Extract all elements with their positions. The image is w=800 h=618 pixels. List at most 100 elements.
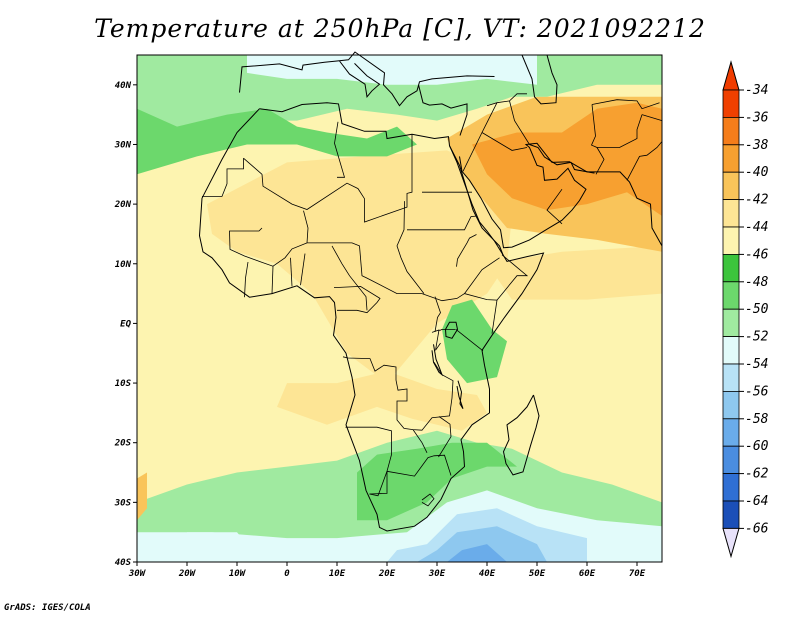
arabia-coastline [459,142,663,249]
temperature-field [137,55,662,562]
country-border-30 [590,104,605,175]
field-46-south [357,442,517,521]
madagascar-coastline [502,394,540,476]
field-46-east [442,299,507,384]
colorbar-swatch [722,418,740,447]
country-border-34 [626,141,663,181]
chart-title: Temperature at 250hPa [C], VT: 202109221… [94,14,706,43]
x-tick-label: 60E [579,569,596,579]
country-border-36 [369,471,388,497]
x-tick-label: 50E [529,569,546,579]
colorbar-swatch [722,336,740,365]
colorbar-label: -42 [745,193,769,208]
country-border-10 [407,215,478,231]
colorbar-swatch [722,253,740,283]
country-border-33 [641,114,663,121]
field-46-north [137,108,417,175]
colorbar-label: -48 [745,275,769,290]
colorbar-swatch [722,363,740,392]
country-border-29 [509,100,530,145]
y-tick-label: 40N [115,81,132,91]
x-tick-label: 10W [229,569,247,579]
y-tick-label: 40S [115,558,132,568]
field-56-south [417,526,547,562]
colorbar-swatch [722,445,740,475]
y-tick-label: EQ [120,319,131,329]
colorbar-label: -64 [745,494,768,509]
colorbar-label: -58 [745,412,769,427]
italy-coastline [339,60,381,98]
field-42-south [277,371,487,431]
country-border-2 [229,227,498,334]
country-border-26 [481,132,528,151]
country-border-32 [597,114,643,148]
country-border-24 [496,254,529,301]
x-tick-label: 30E [428,569,446,579]
grads-credit: GrADS: IGES/COLA [4,603,91,613]
latitude-axis: 40N 30N 20N 10N EQ 10S 20S 30S 40S [114,81,137,568]
x-tick-label: 10E [329,569,346,579]
colorbar-label: -62 [745,467,769,482]
colorbar-label: -38 [745,138,769,153]
country-border-16 [412,429,428,453]
country-border-6 [271,266,274,294]
colorbar-label: -54 [745,357,768,372]
field-40-west [137,472,147,521]
country-border-35 [439,328,456,331]
country-border-1 [243,134,413,223]
x-tick-label: 20W [178,569,197,579]
colorbar-label: -52 [745,330,769,345]
country-border-19 [455,329,484,352]
y-tick-label: 10N [115,260,132,270]
x-tick-label: 0 [284,569,290,579]
colorbar-swatch [722,89,740,118]
colorbar-swatch [722,171,740,200]
colorbar-label: -34 [745,83,768,98]
country-border-20 [434,296,441,332]
colorbar-label: -56 [745,384,769,399]
colorbar: -34 -36 -38 -40 -42 -44 -46 -48 -50 -52 -54 -56 -58 -… [722,60,769,559]
country-border-17 [438,416,452,458]
colorbar-label: -66 [745,521,769,536]
colorbar-swatch [722,199,740,228]
x-tick-label: 40E [479,569,496,579]
country-border-12 [464,257,500,294]
colorbar-label: -40 [745,165,769,180]
country-border-31 [591,99,660,110]
y-tick-label: 20N [114,200,132,210]
red-sea-west [449,145,504,256]
country-border-37 [421,493,435,507]
field-52-patch [187,532,247,556]
colorbar-label: -50 [745,302,769,317]
y-tick-label: 20S [114,439,132,449]
mediterranean-north [239,51,495,107]
colorbar-label: -60 [745,439,769,454]
y-tick-label: 30N [114,140,132,150]
country-border-5 [300,253,306,286]
caspian-coast [521,54,558,105]
country-border-13 [342,356,454,431]
field-42-east [487,245,662,300]
africa-coastline [198,102,545,532]
colorbar-swatch [722,500,740,529]
x-tick-label: 70E [629,569,646,579]
x-tick-label: 30W [128,569,147,579]
country-border-23 [334,121,346,178]
field-58-south [447,544,507,562]
colorbar-label: -46 [745,247,769,262]
persian-gulf-iran [529,144,595,174]
colorbar-swatch [722,281,740,310]
y-tick-label: 30S [114,498,132,508]
field-38 [472,102,662,216]
turkey-coastline [418,84,468,136]
country-border-0 [202,158,244,197]
lake-victoria [445,321,459,339]
country-border-27 [546,188,563,225]
y-tick-label: 10S [115,379,132,389]
country-border-14 [345,426,392,495]
country-border-7 [244,261,249,298]
colorbar-label: -44 [745,220,768,235]
country-border-21 [333,285,381,314]
colorbar-bottom-arrow [722,527,740,559]
